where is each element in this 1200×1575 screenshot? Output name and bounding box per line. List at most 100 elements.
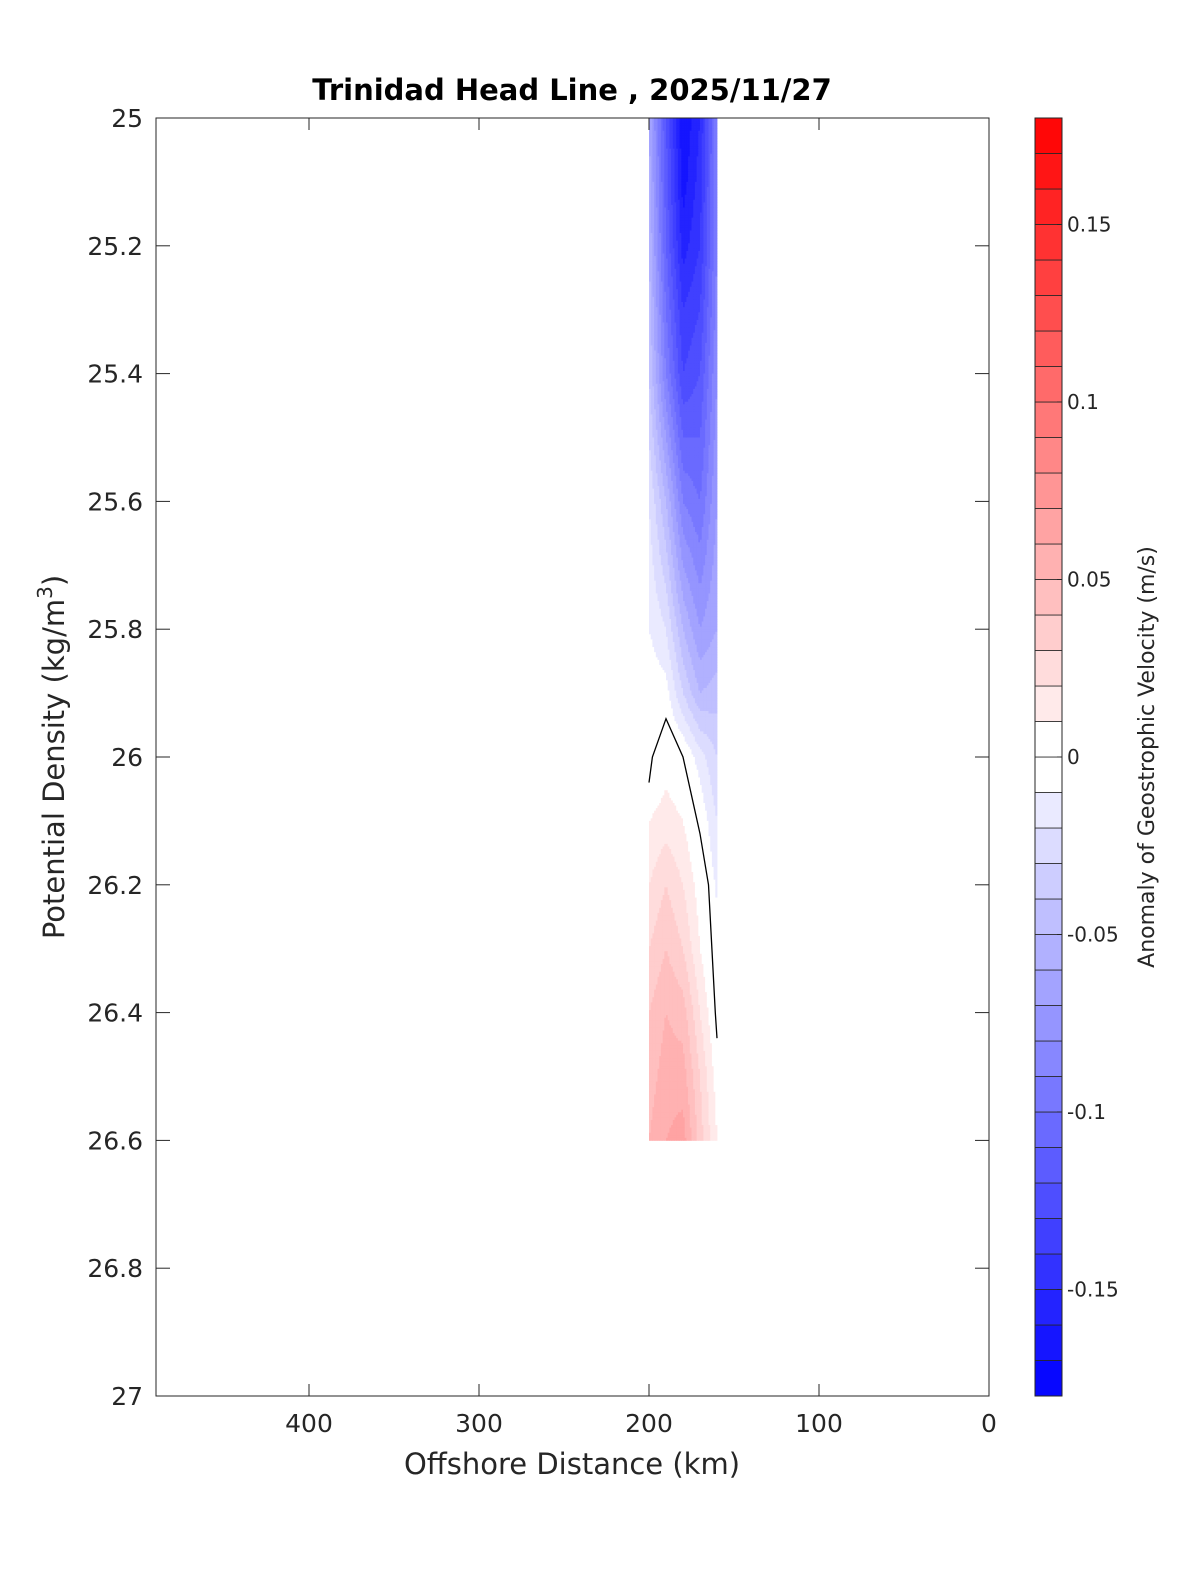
contour-cell (705, 230, 708, 234)
contour-cell (659, 304, 662, 308)
contour-cell (706, 130, 709, 134)
contour-cell (713, 146, 716, 150)
contour-cell (684, 141, 687, 144)
contour-cell (693, 233, 696, 236)
contour-cell (710, 248, 713, 252)
contour-cell (667, 133, 670, 137)
contour-cell (654, 161, 657, 165)
contour-cell (698, 325, 701, 328)
contour-cell (696, 319, 699, 323)
contour-cell (679, 304, 682, 308)
contour-cell (659, 169, 662, 173)
contour-cell (650, 296, 653, 300)
contour-cell (715, 225, 718, 229)
contour-cell (676, 281, 679, 285)
contour-cell (706, 222, 709, 226)
contour-cell (701, 268, 704, 272)
contour-cell (652, 212, 655, 216)
contour-cell (662, 289, 665, 293)
contour-cell (705, 212, 708, 216)
contour-cell (681, 235, 684, 239)
contour-cell (711, 225, 714, 229)
contour-cell (696, 151, 699, 155)
contour-cell (649, 202, 652, 206)
contour-cell (684, 166, 687, 170)
contour-cell (676, 307, 679, 311)
contour-cell (711, 181, 714, 185)
contour-cell (671, 192, 674, 196)
contour-cell (710, 153, 713, 157)
contour-cell (672, 263, 675, 267)
contour-cell (674, 181, 677, 185)
contour-cell (696, 187, 699, 190)
contour-cell (654, 235, 657, 239)
contour-cell (672, 187, 675, 190)
contour-cell (655, 322, 658, 326)
contour-cell (649, 181, 652, 185)
contour-cell (694, 263, 697, 267)
contour-cell (654, 181, 657, 185)
contour-cell (654, 204, 657, 208)
contour-cell (696, 235, 699, 239)
contour-cell (713, 148, 716, 152)
contour-cell (683, 164, 686, 167)
contour-cell (686, 161, 689, 165)
contour-cell (708, 240, 711, 244)
contour-cell (664, 174, 667, 178)
contour-cell (666, 258, 669, 262)
contour-cell (688, 212, 691, 216)
contour-cell (708, 125, 711, 129)
contour-cell (666, 256, 669, 259)
contour-cell (706, 181, 709, 185)
contour-cell (650, 181, 653, 185)
contour-cell (708, 141, 711, 144)
contour-cell (694, 233, 697, 236)
contour-cell (700, 199, 703, 203)
contour-cell (671, 164, 674, 167)
contour-cell (649, 243, 652, 247)
contour-cell (654, 128, 657, 132)
contour-cell (694, 148, 697, 152)
contour-cell (684, 189, 687, 193)
contour-cell (662, 281, 665, 285)
contour-cell (711, 279, 714, 282)
contour-cell (706, 151, 709, 155)
contour-cell (672, 133, 675, 137)
contour-cell (698, 261, 701, 265)
contour-cell (667, 179, 670, 183)
contour-cell (666, 261, 669, 265)
contour-cell (715, 263, 718, 267)
contour-cell (677, 118, 680, 121)
contour-cell (703, 146, 706, 150)
contour-cell (681, 169, 684, 173)
contour-cell (666, 327, 669, 331)
contour-cell (679, 138, 682, 142)
contour-cell (672, 189, 675, 193)
contour-cell (708, 271, 711, 275)
contour-cell (691, 248, 694, 252)
contour-cell (694, 189, 697, 193)
contour-cell (696, 120, 699, 124)
contour-cell (684, 317, 687, 321)
contour-cell (691, 123, 694, 127)
contour-cell (654, 148, 657, 152)
contour-cell (649, 128, 652, 132)
contour-cell (705, 194, 708, 198)
contour-cell (667, 248, 670, 252)
contour-cell (664, 202, 667, 206)
contour-cell (657, 184, 660, 188)
contour-cell (715, 212, 718, 216)
contour-cell (710, 125, 713, 129)
contour-cell (686, 327, 689, 331)
contour-cell (691, 289, 694, 293)
contour-cell (694, 284, 697, 288)
contour-cell (708, 325, 711, 328)
contour-cell (684, 243, 687, 247)
contour-cell (666, 171, 669, 175)
contour-cell (657, 141, 660, 144)
contour-cell (698, 312, 701, 316)
contour-cell (672, 250, 675, 254)
contour-cell (698, 317, 701, 321)
contour-cell (703, 309, 706, 313)
contour-cell (671, 276, 674, 280)
